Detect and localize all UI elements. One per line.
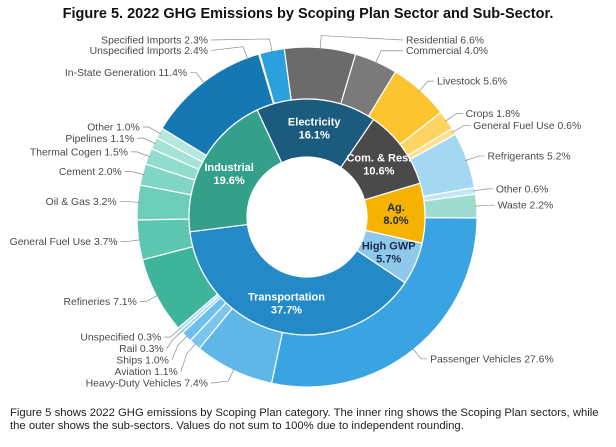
- outer-label-crops-5: Crops 1.8%: [466, 109, 520, 120]
- leader-line-residential-2: [319, 35, 404, 50]
- outer-ring: [136, 46, 478, 388]
- outer-labels: Unspecified Imports 2.4%Specified Import…: [10, 36, 582, 390]
- leader-line-general-fuel-use-6: [451, 124, 471, 133]
- outer-label-ships-13: Ships 1.0%: [116, 356, 169, 367]
- inner-label-transportation: Transportation 37.7%: [248, 292, 325, 317]
- leader-line-cement-19: [124, 171, 145, 176]
- donut-hole: [247, 157, 367, 277]
- leader-line-specified-imports-1: [210, 38, 273, 53]
- leader-lines: [119, 35, 495, 384]
- inner-ring: [188, 98, 426, 336]
- outer-label-pipelines-21: Pipelines 1.1%: [65, 134, 134, 145]
- leader-line-thermal-cogen-20: [131, 151, 151, 158]
- leader-line-oil-and-gas-18: [119, 200, 140, 203]
- leader-line-rail-14: [166, 330, 184, 349]
- outer-label-aviation-12: Aviation 1.1%: [114, 367, 177, 378]
- leader-line-commercial-3: [375, 50, 403, 64]
- leader-line-unspecified-imports-0: [210, 46, 249, 60]
- outer-label-cement-19: Cement 2.0%: [59, 167, 122, 178]
- inner-label-high-gwp: High GWP 5.7%: [362, 240, 416, 265]
- leader-line-ships-13: [171, 335, 189, 361]
- outer-label-unspecified-15: Unspecified 0.3%: [80, 333, 161, 344]
- leader-line-aviation-12: [180, 342, 197, 372]
- outer-label-waste-9: Waste 2.2%: [498, 201, 554, 212]
- leader-line-pipelines-21: [137, 137, 156, 145]
- inner-label-electricity: Electricity 16.1%: [288, 116, 341, 141]
- outer-label-refineries-16: Refineries 7.1%: [63, 297, 136, 308]
- outer-label-general-fuel-use-6: General Fuel Use 0.6%: [473, 121, 581, 132]
- inner-label-industrial: Industrial 19.6%: [204, 162, 254, 187]
- outer-label-other-8: Other 0.6%: [496, 184, 549, 195]
- chart-title: Figure 5. 2022 GHG Emissions by Scoping …: [62, 6, 554, 22]
- outer-label-oil-and-gas-18: Oil & Gas 3.2%: [46, 197, 117, 208]
- outer-label-unspecified-imports-0: Unspecified Imports 2.4%: [90, 46, 208, 57]
- leader-line-other-22: [142, 126, 162, 135]
- leader-line-other-8: [472, 188, 493, 192]
- inner-labels: Electricity 16.1%Com. & Res. 10.6% Ag. 8.0% H…: [204, 116, 415, 316]
- outer-label-rail-14: Rail 0.3%: [119, 344, 163, 355]
- outer-label-livestock-4: Livestock 5.6%: [437, 77, 507, 88]
- leader-line-crops-5: [444, 113, 463, 122]
- leader-line-passenger-vehicles-10: [412, 347, 428, 360]
- leader-line-refrigerants-7: [465, 155, 485, 162]
- leader-line-general-fuel-use-17: [120, 239, 141, 242]
- leader-line-heavy-duty-vehicles-11: [210, 368, 235, 384]
- outer-label-other-22: Other 1.0%: [87, 123, 140, 134]
- outer-label-in-state-generation-23: In-State Generation 11.4%: [65, 68, 187, 79]
- leader-line-unspecified-15: [164, 327, 182, 338]
- leader-line-livestock-4: [418, 80, 435, 92]
- figure-caption: Figure 5 shows 2022 GHG emissions by Sco…: [10, 407, 599, 432]
- outer-label-heavy-duty-vehicles-11: Heavy-Duty Vehicles 7.4%: [86, 379, 208, 390]
- inner-label-ag: Ag. 8.0%: [383, 202, 408, 227]
- outer-label-residential-2: Residential 6.6%: [406, 36, 484, 47]
- outer-label-thermal-cogen-20: Thermal Cogen 1.5%: [30, 147, 128, 158]
- outer-label-general-fuel-use-17: General Fuel Use 3.7%: [10, 237, 118, 248]
- outer-label-refrigerants-7: Refrigerants 5.2%: [487, 152, 570, 163]
- outer-label-commercial-3: Commercial 4.0%: [406, 46, 488, 57]
- leader-line-waste-9: [474, 204, 495, 207]
- leader-line-refineries-16: [139, 294, 159, 302]
- sunburst-chart: Unspecified Imports 2.4%Specified Import…: [10, 35, 582, 390]
- leader-line-in-state-generation-23: [190, 72, 205, 84]
- outer-label-passenger-vehicles-10: Passenger Vehicles 27.6%: [430, 354, 554, 365]
- outer-label-specified-imports-1: Specified Imports 2.3%: [101, 36, 208, 47]
- inner-label-com-and-res: Com. & Res. 10.6%: [346, 153, 411, 178]
